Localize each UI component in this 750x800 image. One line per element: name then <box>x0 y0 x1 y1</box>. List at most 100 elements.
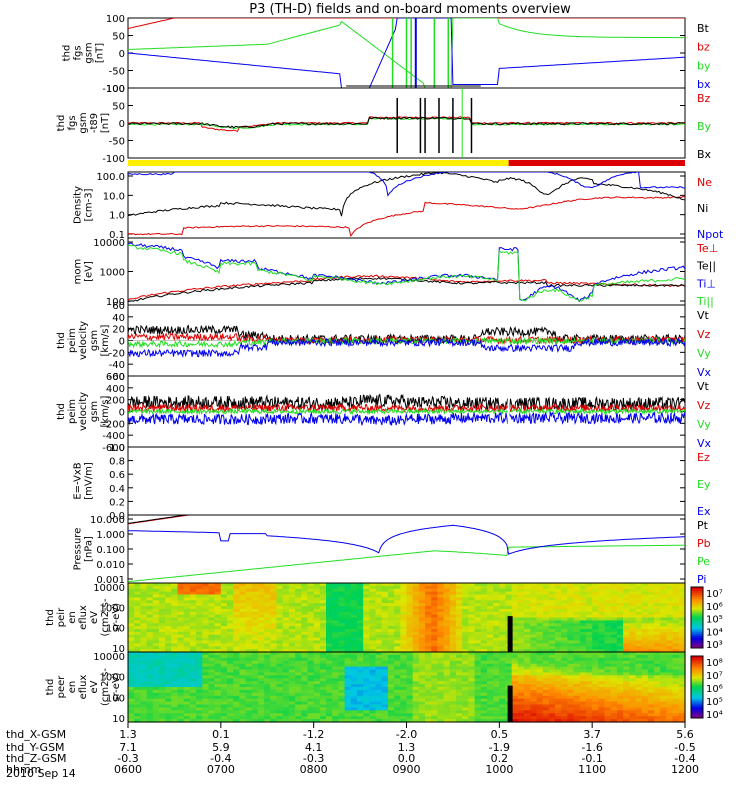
spectrogram-cell <box>381 695 389 700</box>
spectrogram-cell <box>604 594 612 598</box>
spectrogram-cell <box>505 597 513 601</box>
spectrogram-cell <box>672 597 680 601</box>
spectrogram-cell <box>610 672 618 676</box>
spectrogram-cell <box>387 701 395 706</box>
spectrogram-cell <box>542 603 550 607</box>
spectrogram-cell <box>146 660 154 665</box>
spectrogram-cell <box>623 640 630 644</box>
spectrogram-cell <box>350 597 358 601</box>
spectrogram-cell <box>573 704 581 708</box>
spectrogram-cell <box>344 652 352 656</box>
spectrogram-cell <box>276 681 284 685</box>
spectrogram-cell <box>443 585 451 590</box>
spectrogram-cell <box>493 643 500 647</box>
spectrogram-cell <box>437 666 445 671</box>
spectrogram-cell <box>220 660 228 665</box>
spectrogram-cell <box>530 669 538 673</box>
spectrogram-cell <box>474 716 482 720</box>
spectrogram-cell <box>264 588 271 593</box>
spectrogram-cell <box>678 719 686 723</box>
spectrogram-cell <box>363 698 370 703</box>
spectrogram-cell <box>610 629 618 633</box>
spectrogram-cell <box>524 626 531 630</box>
spectrogram-cell <box>672 657 680 662</box>
spectrogram-cell <box>369 603 377 607</box>
spectrogram-cell <box>536 654 544 659</box>
spectrogram-cell <box>227 640 234 644</box>
spectrogram-cell <box>468 611 476 616</box>
spectrogram-cell <box>462 588 469 593</box>
spectrogram-cell <box>449 695 457 700</box>
spectrogram-cell <box>480 660 488 665</box>
spectrogram-cell <box>629 603 637 607</box>
spectrogram-cell <box>635 692 643 697</box>
spectrogram-cell <box>158 611 166 616</box>
spectrogram-cell <box>505 652 513 656</box>
spectrogram-cell <box>140 660 148 665</box>
spectrogram-cell <box>647 704 655 708</box>
spectrogram-cell <box>400 649 408 653</box>
spectrogram-cell <box>227 698 234 703</box>
spectrogram-cell <box>251 669 259 673</box>
spectrogram-cell <box>128 687 135 691</box>
spectrogram-cell <box>647 620 655 624</box>
spectrogram-cell <box>196 626 203 630</box>
spectrogram-cell <box>573 678 581 682</box>
spectrogram-cell <box>369 713 377 717</box>
spectrogram-cell <box>239 611 247 616</box>
spectrogram-cell <box>579 608 587 613</box>
spectrogram-cell <box>536 719 544 723</box>
spectrogram-cell <box>239 583 247 587</box>
spectrogram-cell <box>468 692 476 697</box>
spectrogram-cell <box>307 637 315 642</box>
spectrogram-cell <box>233 583 240 587</box>
spectrogram-cell <box>171 646 179 650</box>
spectrogram-cell <box>449 600 457 604</box>
spectrogram-cell <box>592 606 599 610</box>
spectrogram-cell <box>208 614 216 619</box>
spectrogram-cell <box>357 583 364 587</box>
spectrogram-cell <box>579 660 587 665</box>
spectrogram-cell <box>548 588 556 593</box>
spectrogram-cell <box>579 620 587 624</box>
spectrogram-cell <box>468 710 476 714</box>
spectrogram-cell <box>128 669 135 673</box>
spectrogram-cell <box>456 710 463 714</box>
spectrogram-cell <box>344 614 352 619</box>
spectrogram-cell <box>146 643 154 647</box>
spectrogram-cell <box>623 704 630 708</box>
spectrogram-cell <box>635 704 643 708</box>
spectrogram-cell <box>548 600 556 604</box>
spectrogram-cell <box>555 594 562 598</box>
spectrogram-cell <box>134 620 141 624</box>
legend-Te⊥: Te⊥ <box>696 242 718 255</box>
spectrogram-cell <box>220 689 228 694</box>
spectrogram-cell <box>202 689 210 694</box>
spectrogram-cell <box>270 617 278 621</box>
spectrogram-cell <box>276 675 284 679</box>
spectrogram-cell <box>128 620 135 624</box>
spectrogram-cell <box>177 611 185 616</box>
spectrogram-cell <box>369 695 377 700</box>
spectrogram-cell <box>511 692 519 697</box>
spectrogram-cell <box>443 666 451 671</box>
spectrogram-cell <box>542 687 550 691</box>
spectrogram-cell <box>604 617 612 621</box>
spectrogram-cell <box>672 600 680 604</box>
spectrogram-cell <box>220 620 228 624</box>
spectrogram-cell <box>276 594 284 598</box>
spectrogram-cell <box>567 626 575 630</box>
spectrogram-cell <box>406 652 414 656</box>
spectrogram-cell <box>555 707 562 711</box>
spectrogram-cell <box>276 585 284 590</box>
spectrogram-cell <box>660 713 667 717</box>
spectrogram-cell <box>425 623 432 627</box>
spectrogram-cell <box>295 687 302 691</box>
spectrogram-cell <box>647 654 655 659</box>
spectrogram-cell <box>177 698 185 703</box>
spectrogram-cell <box>196 640 203 644</box>
spectrogram-cell <box>474 606 482 610</box>
spectrogram-cell <box>654 634 661 639</box>
spectrogram-cell <box>332 588 339 593</box>
spectrogram-cell <box>573 583 581 587</box>
